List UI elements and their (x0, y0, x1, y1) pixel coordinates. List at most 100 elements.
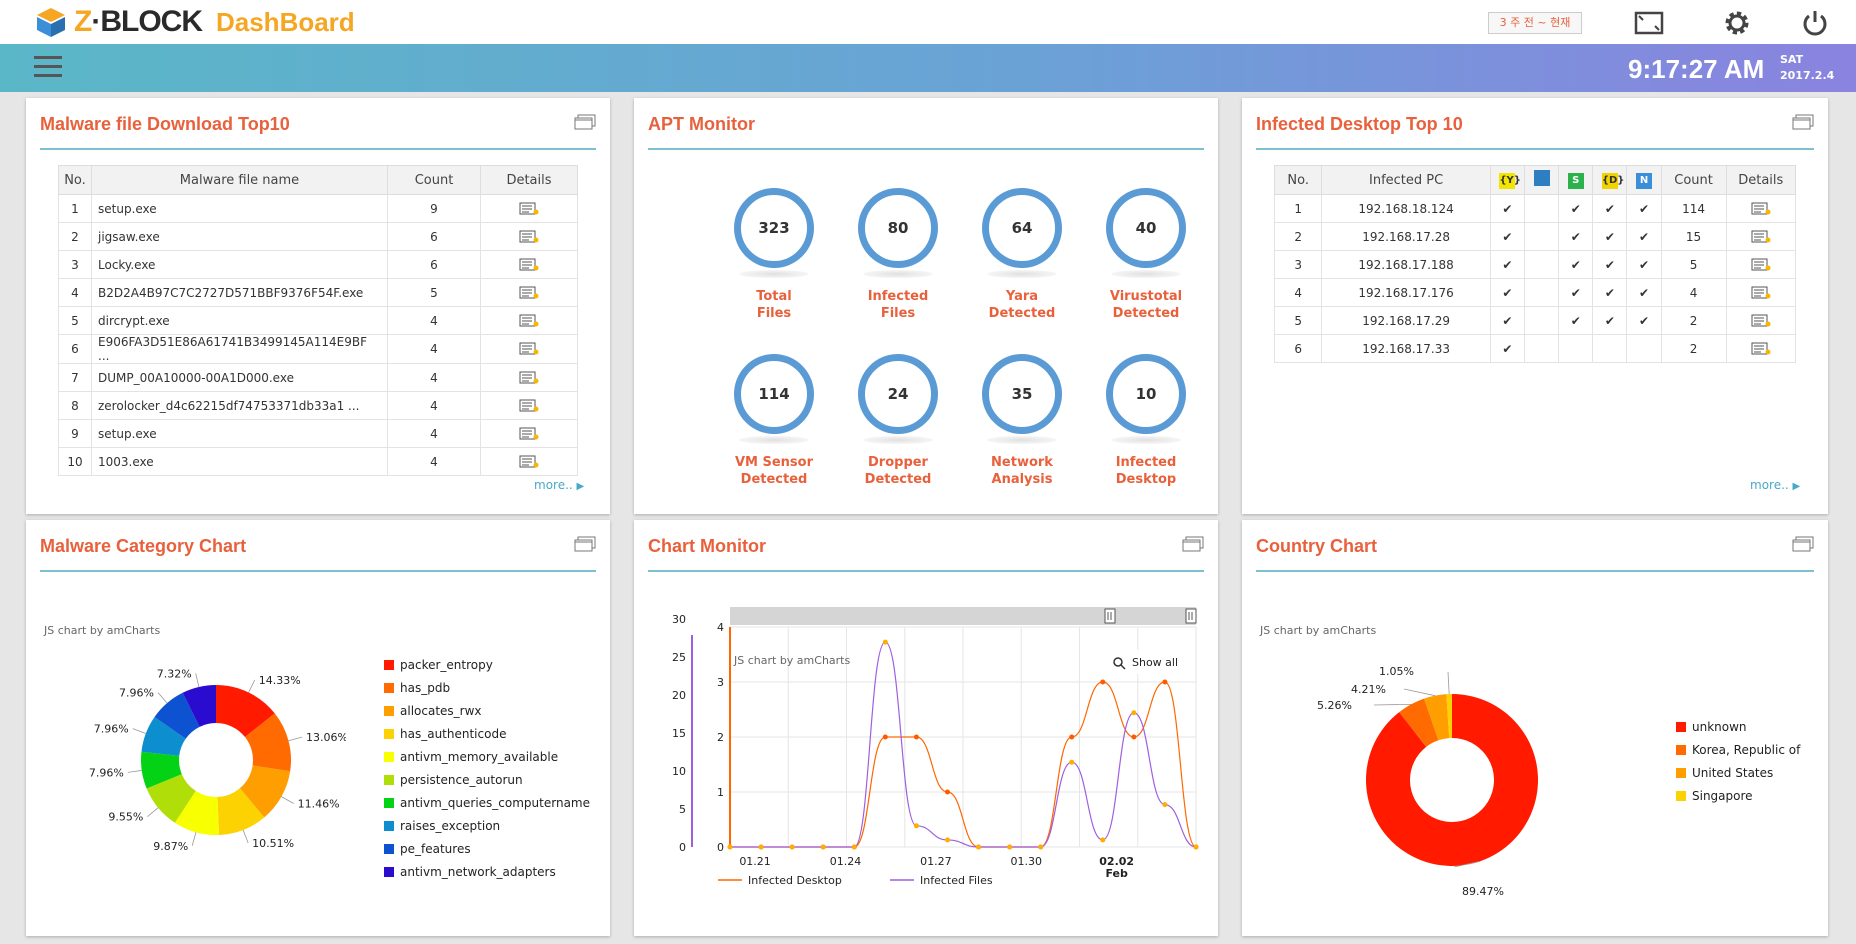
scrollbar-track[interactable] (730, 607, 1196, 625)
details-cell[interactable] (480, 391, 578, 420)
details-cell[interactable] (1725, 278, 1797, 307)
details-icon[interactable] (519, 427, 539, 441)
apt-metric[interactable]: 40 Virustotal Detected (1086, 188, 1206, 322)
legend-item[interactable]: has_pdb (384, 676, 590, 699)
pie-slice[interactable] (217, 788, 265, 835)
legend-item[interactable]: antivm_network_adapters (384, 860, 590, 883)
table-row[interactable]: 9 setup.exe 4 (58, 419, 578, 448)
legend-item[interactable]: allocates_rwx (384, 699, 590, 722)
details-icon[interactable] (1751, 258, 1771, 272)
details-cell[interactable] (1725, 250, 1797, 279)
table-row[interactable]: 2 jigsaw.exe 6 (58, 222, 578, 251)
window-icon[interactable] (1182, 536, 1204, 552)
details-icon[interactable] (519, 455, 539, 469)
details-icon[interactable] (1751, 202, 1771, 216)
details-icon[interactable] (519, 371, 539, 385)
pie-slice[interactable] (1399, 698, 1439, 747)
legend-item[interactable]: has_authenticode (384, 722, 590, 745)
engine-column-header[interactable]: N (1626, 165, 1662, 195)
window-icon[interactable] (1792, 536, 1814, 552)
apt-metric[interactable]: 35 Network Analysis (962, 354, 1082, 488)
pie-slice[interactable] (141, 751, 182, 789)
legend-item[interactable]: raises_exception (384, 814, 590, 837)
details-cell[interactable] (480, 250, 578, 279)
details-icon[interactable] (519, 342, 539, 356)
apt-metric[interactable]: 10 Infected Desktop (1086, 354, 1206, 488)
pie-slice[interactable] (174, 790, 219, 835)
engine-column-header[interactable]: S (1558, 165, 1594, 195)
column-header[interactable]: Details (480, 165, 578, 195)
more-link[interactable]: more.. ▶ (1750, 478, 1801, 492)
details-cell[interactable] (480, 194, 578, 223)
table-row[interactable]: 2 192.168.17.28 ✔ ✔ ✔ ✔ 15 (1273, 222, 1797, 251)
details-cell[interactable] (480, 363, 578, 392)
legend-item[interactable]: United States (1676, 761, 1800, 784)
details-icon[interactable] (519, 202, 539, 216)
details-icon[interactable] (519, 286, 539, 300)
details-icon[interactable] (1751, 286, 1771, 300)
details-icon[interactable] (519, 399, 539, 413)
fullscreen-icon[interactable] (1634, 8, 1664, 38)
column-header[interactable]: No. (58, 165, 92, 195)
pie-slice[interactable] (1446, 694, 1452, 739)
column-header[interactable]: Details (1725, 165, 1797, 195)
window-icon[interactable] (574, 536, 596, 552)
pie-slice[interactable] (154, 692, 200, 739)
details-icon[interactable] (1751, 230, 1771, 244)
pie-slice[interactable] (1366, 694, 1538, 866)
legend-item[interactable]: antivm_memory_available (384, 745, 590, 768)
details-icon[interactable] (519, 258, 539, 272)
legend-item[interactable]: Singapore (1676, 784, 1800, 807)
table-row[interactable]: 5 192.168.17.29 ✔ ✔ ✔ ✔ 2 (1273, 306, 1797, 335)
pie-slice[interactable] (146, 774, 196, 823)
table-row[interactable]: 5 dircrypt.exe 4 (58, 306, 578, 335)
engine-column-header[interactable]: {D} (1592, 165, 1628, 195)
details-cell[interactable] (1725, 222, 1797, 251)
table-row[interactable]: 6 192.168.17.33 ✔ 2 (1273, 334, 1797, 363)
legend-item[interactable]: antivm_queries_computername (384, 791, 590, 814)
pie-slice[interactable] (216, 685, 275, 738)
details-cell[interactable] (1725, 306, 1797, 335)
column-header[interactable]: Infected PC (1321, 165, 1491, 195)
table-row[interactable]: 3 192.168.17.188 ✔ ✔ ✔ ✔ 5 (1273, 250, 1797, 279)
table-row[interactable]: 10 1003.exe 4 (58, 447, 578, 476)
menu-icon[interactable] (34, 56, 62, 80)
details-cell[interactable] (480, 334, 578, 364)
pie-slice[interactable] (141, 717, 186, 756)
table-row[interactable]: 3 Locky.exe 6 (58, 250, 578, 279)
table-row[interactable]: 6 E906FA3D51E86A61741B3499145A114E9BF ...… (58, 334, 578, 364)
scrollbar-right-handle[interactable] (1185, 608, 1197, 624)
apt-metric[interactable]: 114 VM Sensor Detected (714, 354, 834, 488)
details-cell[interactable] (480, 447, 578, 476)
more-link[interactable]: more.. ▶ (534, 478, 585, 492)
table-row[interactable]: 4 B2D2A4B97C7C2727D571BBF9376F54F.exe 5 (58, 278, 578, 307)
pie-slice[interactable] (182, 685, 216, 727)
column-header[interactable]: Count (387, 165, 481, 195)
window-icon[interactable] (1792, 114, 1814, 130)
apt-metric[interactable]: 64 Yara Detected (962, 188, 1082, 322)
pie-slice[interactable] (239, 765, 291, 818)
pie-slice[interactable] (244, 713, 291, 772)
table-row[interactable]: 8 zerolocker_d4c62215df74753371db33a1 ...… (58, 391, 578, 420)
details-cell[interactable] (1725, 194, 1797, 223)
details-icon[interactable] (1751, 342, 1771, 356)
window-icon[interactable] (574, 114, 596, 130)
engine-column-header[interactable] (1524, 165, 1560, 195)
legend-item[interactable]: pe_features (384, 837, 590, 860)
table-row[interactable]: 4 192.168.17.176 ✔ ✔ ✔ ✔ 4 (1273, 278, 1797, 307)
logo[interactable]: Z·BLOCK DashBoard (34, 4, 355, 40)
details-icon[interactable] (519, 230, 539, 244)
table-row[interactable]: 7 DUMP_00A10000-00A1D000.exe 4 (58, 363, 578, 392)
column-header[interactable]: No. (1273, 165, 1323, 195)
legend-item[interactable]: persistence_autorun (384, 768, 590, 791)
details-cell[interactable] (1725, 334, 1797, 363)
pie-slice[interactable] (1424, 694, 1450, 741)
scrollbar-left-handle[interactable] (1104, 608, 1116, 624)
legend-item[interactable]: Korea, Republic of (1676, 738, 1800, 761)
table-row[interactable]: 1 setup.exe 9 (58, 194, 578, 223)
period-selector[interactable]: 3 주 전 ~ 현재 (1488, 12, 1582, 34)
engine-column-header[interactable]: {Y} (1489, 165, 1526, 195)
power-icon[interactable] (1800, 8, 1830, 38)
details-cell[interactable] (480, 278, 578, 307)
apt-metric[interactable]: 24 Dropper Detected (838, 354, 958, 488)
